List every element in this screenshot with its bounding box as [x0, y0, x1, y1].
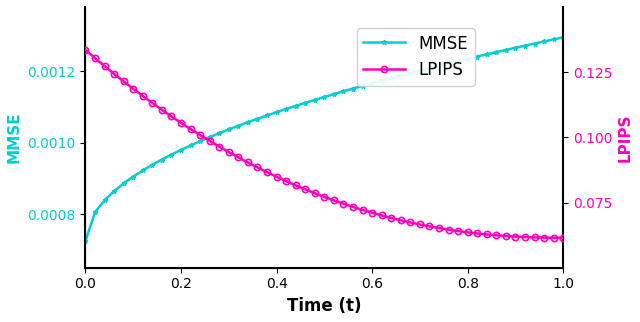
Line: MMSE: MMSE	[83, 35, 566, 243]
MMSE	[187, 144, 195, 147]
Y-axis label: LPIPS: LPIPS	[618, 113, 633, 162]
LPIPS	[234, 156, 242, 159]
MMSE	[426, 66, 433, 70]
MMSE	[234, 124, 242, 128]
LPIPS	[397, 218, 404, 222]
LPIPS	[550, 236, 557, 240]
MMSE	[559, 35, 567, 39]
LPIPS	[82, 48, 90, 52]
MMSE	[550, 37, 557, 41]
MMSE	[82, 239, 90, 243]
LPIPS	[559, 236, 567, 240]
MMSE	[225, 128, 233, 131]
MMSE	[397, 74, 404, 78]
Legend: MMSE, LPIPS: MMSE, LPIPS	[356, 28, 474, 86]
LPIPS	[426, 224, 433, 228]
X-axis label: Time (t): Time (t)	[287, 297, 362, 315]
Y-axis label: MMSE: MMSE	[7, 111, 22, 163]
Line: LPIPS: LPIPS	[83, 47, 566, 241]
LPIPS	[187, 127, 195, 131]
LPIPS	[225, 150, 233, 154]
